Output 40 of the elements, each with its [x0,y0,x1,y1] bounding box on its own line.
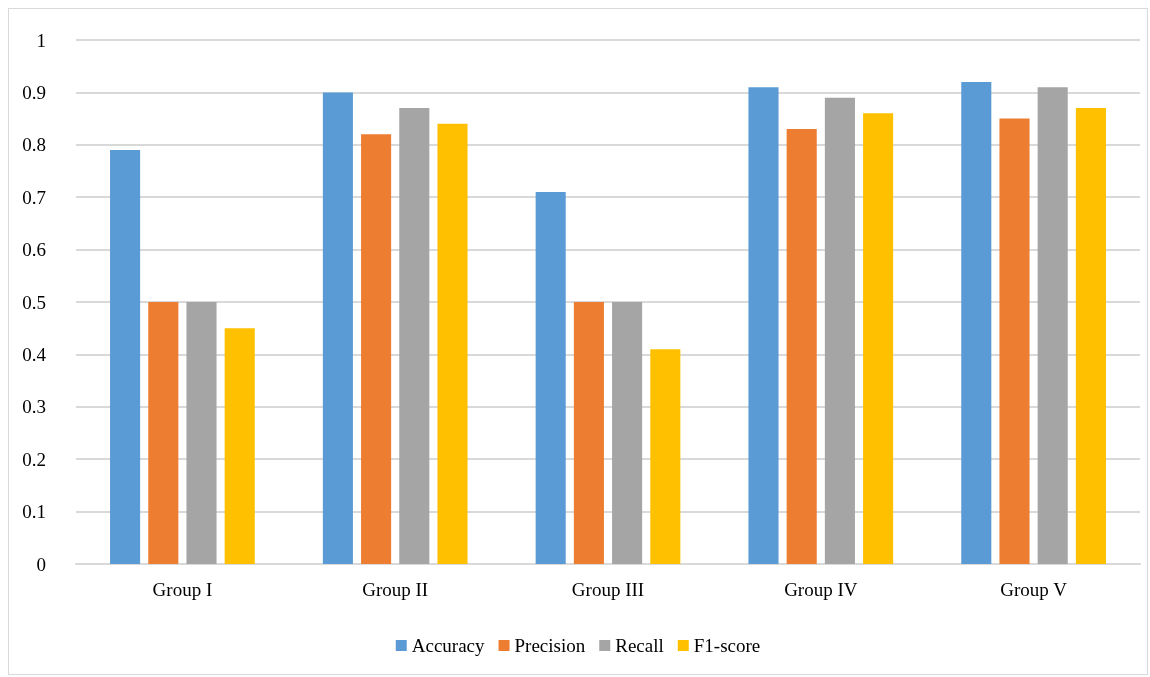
y-tick-label: 0.7 [22,186,46,208]
legend-label: Precision [514,635,586,656]
bar [573,302,604,564]
bar [612,302,643,564]
legend-label: Accuracy [411,635,486,656]
bar [535,191,566,564]
y-tick-label: 0.8 [22,134,46,156]
y-tick-label: 0.6 [22,239,46,261]
y-tick-label: 0.2 [22,448,46,470]
x-tick-label: Group I [152,579,213,600]
x-tick-label: Group III [571,579,645,600]
bar [1075,108,1106,564]
y-tick-label: 1 [36,29,46,51]
bar [786,129,817,564]
bar [748,87,779,564]
y-tick-label: 0.9 [22,81,46,103]
legend-label: F1-score [693,635,761,656]
bar [186,302,217,564]
bar [999,118,1030,564]
x-tick-label: Group IV [784,579,858,600]
bar [110,150,141,564]
legend-label: Recall [615,635,664,656]
bar [650,349,681,564]
bar [224,328,255,564]
y-tick-label: 0.3 [22,396,46,418]
bar [863,113,894,564]
y-tick-label: 0.1 [22,501,46,523]
bar [399,108,430,564]
bar [1037,87,1068,564]
bar [361,134,392,564]
x-tick-label: Group V [1000,579,1068,600]
bar [961,81,992,564]
bar [437,123,468,564]
bar [824,97,855,564]
x-tick-label: Group II [362,579,429,600]
y-tick-label: 0.4 [22,343,47,365]
y-tick-label: 0 [36,553,46,575]
y-tick-label: 0.5 [22,291,46,313]
bar [322,92,353,564]
bar [148,302,179,564]
